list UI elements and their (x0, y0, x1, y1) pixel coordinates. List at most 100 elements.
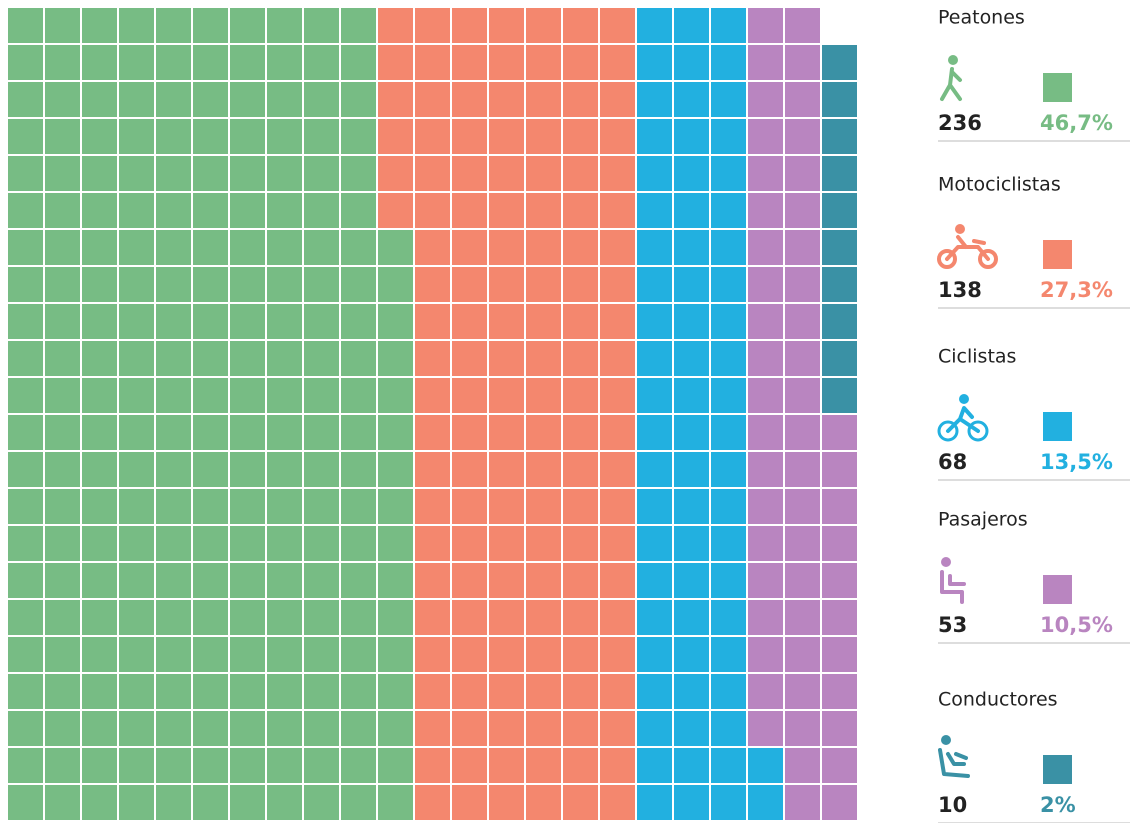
waffle-cell (341, 452, 376, 487)
waffle-cell (489, 600, 524, 635)
waffle-cell (822, 600, 857, 635)
waffle-cell (378, 304, 413, 339)
waffle-cell (378, 452, 413, 487)
waffle-cell (378, 341, 413, 376)
waffle-cell (8, 156, 43, 191)
waffle-cell (45, 378, 80, 413)
waffle-cell (45, 526, 80, 561)
waffle-cell (563, 119, 598, 154)
icon-part (945, 235, 990, 261)
legend-title: Peatones (938, 7, 1025, 29)
icon-part (937, 249, 957, 269)
waffle-cell (230, 230, 265, 265)
waffle-cell (489, 415, 524, 450)
waffle-cell (637, 341, 672, 376)
waffle-cell (45, 45, 80, 80)
waffle-cell (267, 785, 302, 820)
waffle-cell (526, 230, 561, 265)
waffle-cell (8, 230, 43, 265)
legend-percent: 13,5% (1040, 450, 1113, 474)
waffle-cell (193, 674, 228, 709)
waffle-cell (156, 119, 191, 154)
waffle-cell (230, 156, 265, 191)
waffle-cell (415, 82, 450, 117)
waffle-cell (526, 674, 561, 709)
waffle-cell (230, 341, 265, 376)
waffle-cell (674, 415, 709, 450)
waffle-cell (600, 637, 635, 672)
waffle-cell (378, 489, 413, 524)
waffle-cell (341, 341, 376, 376)
waffle-cell (156, 230, 191, 265)
waffle-cell (600, 526, 635, 561)
waffle-cell (119, 600, 154, 635)
waffle-cell (637, 637, 672, 672)
waffle-cell (8, 267, 43, 302)
waffle-cell (267, 526, 302, 561)
waffle-cell (452, 341, 487, 376)
waffle-cell (711, 45, 746, 80)
waffle-cell (230, 600, 265, 635)
waffle-cell (711, 489, 746, 524)
waffle-cell (156, 785, 191, 820)
waffle-cell (822, 785, 857, 820)
waffle-cell (785, 341, 820, 376)
waffle-cell (600, 452, 635, 487)
waffle-cell (822, 637, 857, 672)
waffle-cell (563, 156, 598, 191)
waffle-cell (82, 378, 117, 413)
waffle-cell (822, 267, 857, 302)
waffle-cell (526, 341, 561, 376)
waffle-cell (8, 415, 43, 450)
waffle-cell (230, 119, 265, 154)
waffle-cell (45, 748, 80, 783)
waffle-cell (489, 193, 524, 228)
waffle-cell (674, 748, 709, 783)
waffle-cell (8, 341, 43, 376)
waffle-cell (267, 156, 302, 191)
waffle-cell (267, 415, 302, 450)
waffle-cell (193, 378, 228, 413)
waffle-cell (119, 304, 154, 339)
waffle-cell (82, 526, 117, 561)
waffle-cell (711, 415, 746, 450)
waffle-cell (785, 600, 820, 635)
waffle-cell (230, 489, 265, 524)
waffle-cell (822, 304, 857, 339)
waffle-cell (341, 563, 376, 598)
waffle-cell (119, 415, 154, 450)
legend-swatch (1043, 240, 1072, 269)
waffle-cell (341, 8, 376, 43)
waffle-cell (230, 8, 265, 43)
waffle-cell (563, 526, 598, 561)
waffle-cell (711, 748, 746, 783)
waffle-cell (785, 637, 820, 672)
waffle-cell (193, 452, 228, 487)
waffle-cell (526, 785, 561, 820)
waffle-cell (489, 156, 524, 191)
waffle-cell (748, 563, 783, 598)
waffle-cell (119, 711, 154, 746)
waffle-cell (119, 489, 154, 524)
waffle-cell (563, 304, 598, 339)
waffle-cell (785, 785, 820, 820)
waffle-cell (748, 378, 783, 413)
waffle-cell (785, 267, 820, 302)
waffle-cell (748, 45, 783, 80)
legend-swatch (1043, 755, 1072, 784)
waffle-cell (674, 637, 709, 672)
waffle-cell (45, 267, 80, 302)
waffle-cell (415, 304, 450, 339)
waffle-cell (193, 711, 228, 746)
waffle-cell (304, 489, 339, 524)
waffle-cell (526, 489, 561, 524)
waffle-cell (45, 230, 80, 265)
waffle-cell (267, 341, 302, 376)
legend-percent: 27,3% (1040, 278, 1113, 302)
waffle-cell (415, 711, 450, 746)
waffle-cell (600, 119, 635, 154)
waffle-cell (489, 748, 524, 783)
waffle-cell (193, 637, 228, 672)
legend-icon (937, 394, 989, 442)
waffle-cell (378, 563, 413, 598)
